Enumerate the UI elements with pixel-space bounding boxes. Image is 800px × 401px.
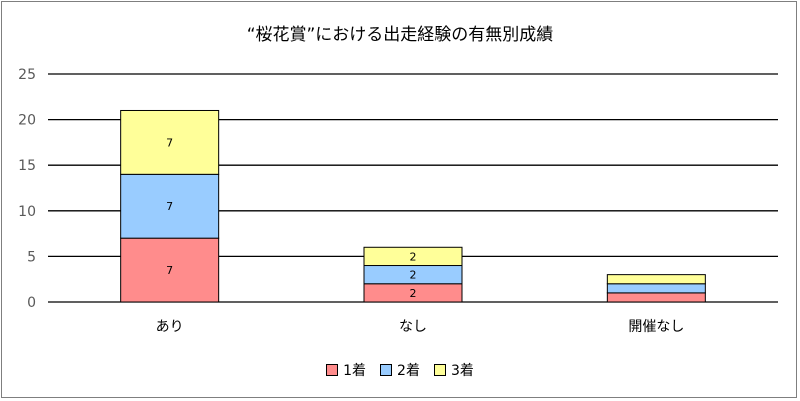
y-tick-labels: 0 5 10 15 20 25 (18, 67, 36, 311)
legend-item: 3着 (433, 360, 474, 380)
x-tick-label: 開催なし (628, 319, 684, 335)
x-tick-labels: あり なし 開催なし (156, 319, 685, 335)
bar-segment (606, 283, 706, 294)
y-tick-label: 0 (27, 295, 36, 311)
legend: 1着 2着 3着 (0, 360, 800, 380)
x-tick-label: あり (156, 319, 184, 335)
legend-swatch (326, 364, 339, 376)
y-tick-label: 25 (18, 67, 36, 83)
legend-swatch (380, 364, 393, 376)
legend-label: 2着 (397, 363, 420, 379)
legend-swatch (433, 364, 446, 376)
y-tick-label: 20 (18, 113, 36, 129)
legend-label: 3着 (450, 363, 474, 379)
bar-segment (120, 237, 220, 303)
bar-segment (363, 246, 463, 267)
x-tick-label: なし (399, 319, 427, 335)
bar-segment (120, 109, 220, 175)
legend-label: 1着 (343, 363, 367, 379)
chart-title: “桜花賞”における出走経験の有無別成績 (246, 25, 554, 45)
y-tick-label: 5 (27, 249, 36, 265)
bar-segment (606, 274, 706, 285)
y-tick-label: 15 (18, 158, 36, 174)
legend-item: 2着 (380, 360, 420, 380)
data-label: 7 (166, 200, 173, 213)
data-label: 2 (410, 287, 417, 300)
legend-item: 1着 (326, 360, 366, 380)
bars: 7 7 7 2 2 2 (120, 109, 706, 303)
data-label: 7 (166, 136, 173, 149)
data-label: 2 (410, 250, 417, 263)
data-label: 7 (166, 264, 173, 277)
data-label: 2 (410, 269, 417, 282)
bar-segment (606, 292, 706, 303)
y-tick-label: 10 (18, 204, 36, 220)
